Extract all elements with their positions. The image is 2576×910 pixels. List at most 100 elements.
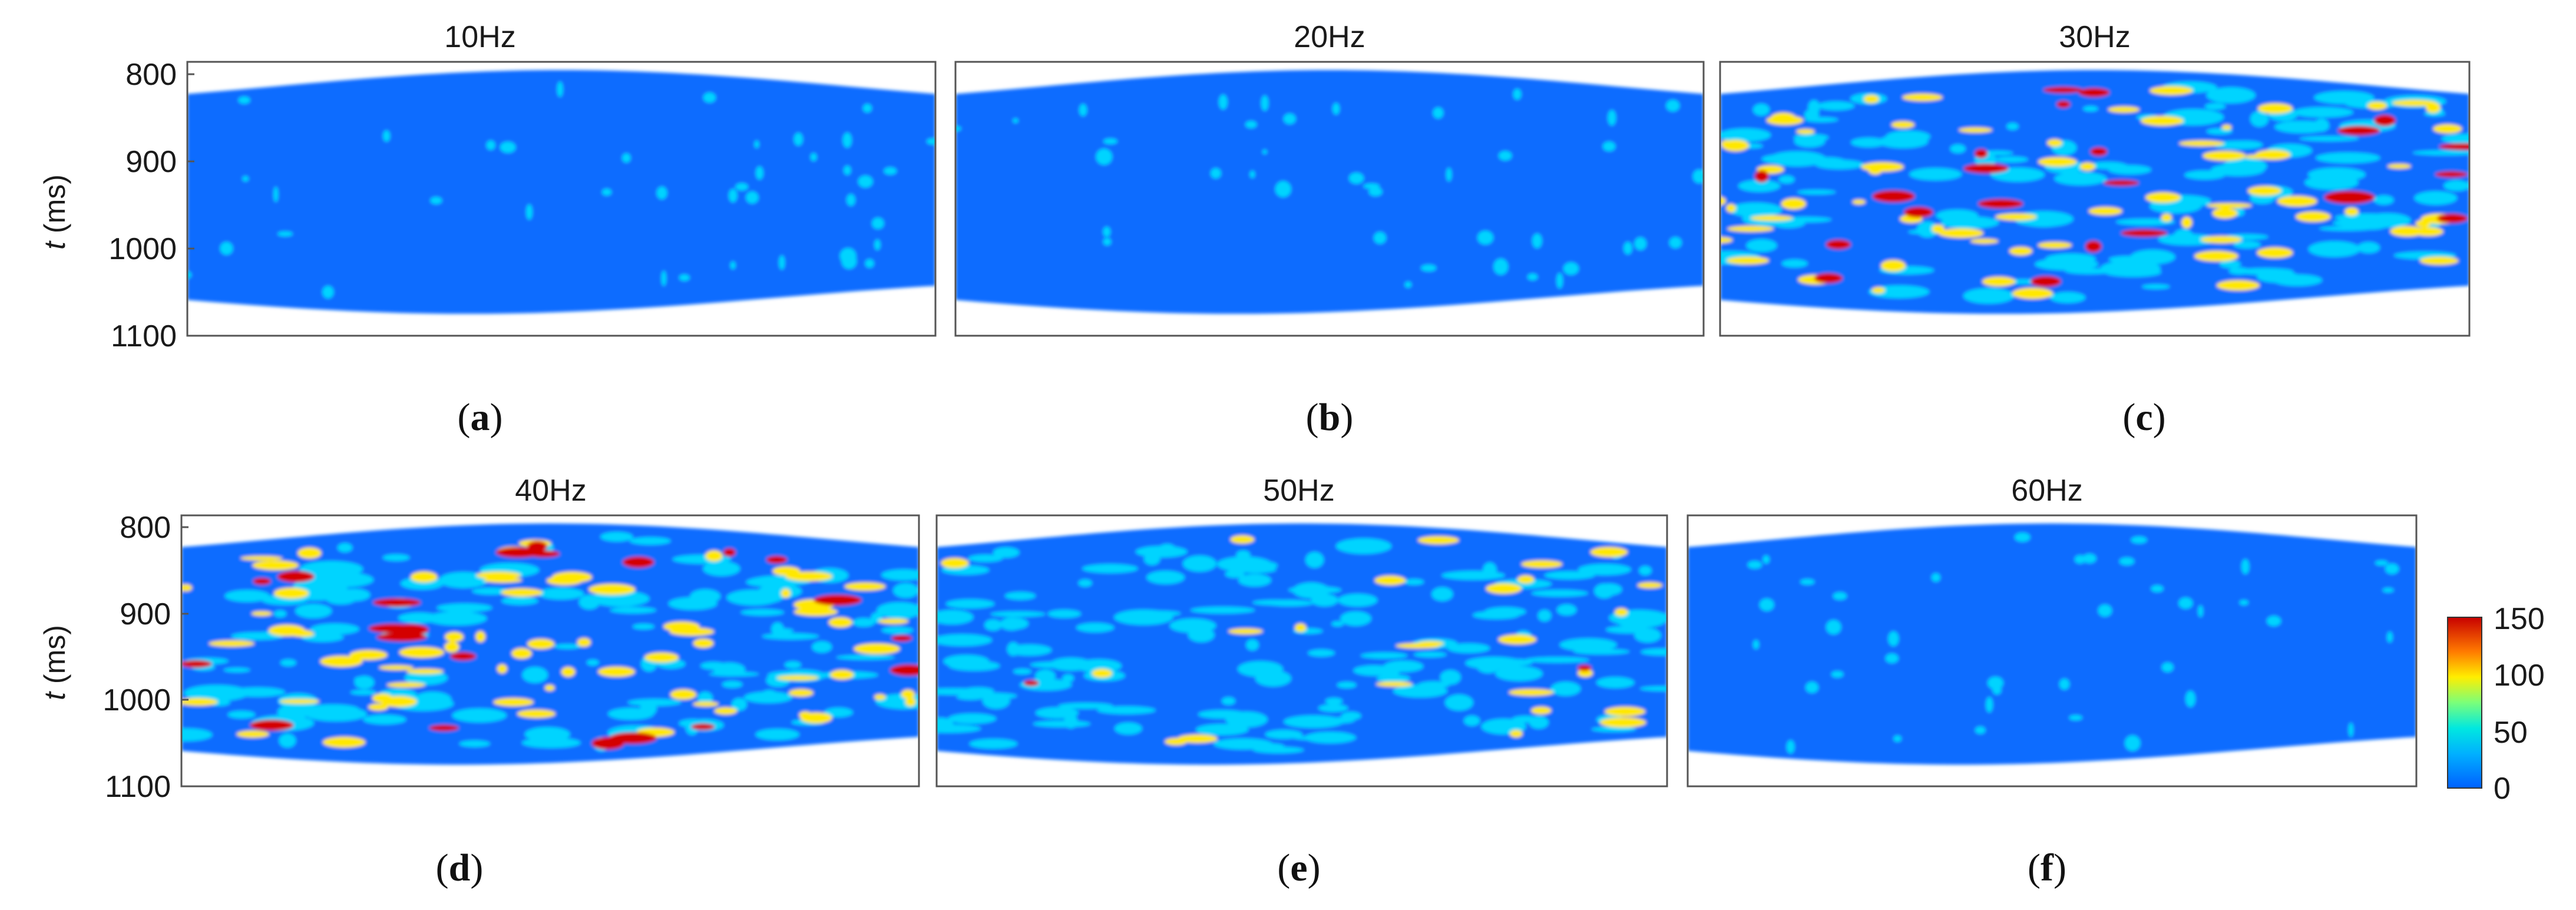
heatmap-streak-cyan: [1477, 230, 1494, 245]
heatmap-streak-yellow: [2047, 139, 2062, 147]
heatmap-streak-red: [891, 635, 912, 642]
heatmap-streak-yellow: [2257, 247, 2293, 259]
heatmap-streak-yellow: [511, 648, 532, 659]
heatmap-streak-cyan: [1531, 590, 1588, 597]
heatmap-streak-cyan: [1304, 732, 1356, 744]
heatmap-streak-cyan: [2059, 679, 2070, 690]
heatmap-streak-cyan: [1940, 216, 1999, 229]
heatmap-streak-cyan: [590, 590, 650, 607]
heatmap-streak-cyan: [893, 583, 919, 598]
heatmap-streak-cyan: [1805, 681, 1819, 693]
heatmap-streak-yellow: [781, 588, 791, 598]
heatmap-streak-yellow: [1092, 669, 1113, 678]
heatmap-streak-yellow: [789, 689, 814, 697]
colorbar-frame: [2447, 617, 2482, 789]
heatmap-streak-cyan: [1283, 113, 1296, 124]
heatmap-streak-yellow: [1177, 734, 1218, 743]
heatmap-streak-yellow: [552, 571, 592, 583]
panel-title-e: 50Hz: [1263, 474, 1334, 508]
heatmap-streak-yellow: [1615, 608, 1628, 617]
heatmap-streak-cyan: [1747, 561, 1762, 569]
heatmap-streak-cyan: [2098, 604, 2112, 617]
heatmap-streak-cyan: [1246, 639, 1259, 651]
heatmap-streak-red: [1578, 664, 1592, 671]
heatmap-streak-cyan: [656, 186, 667, 200]
heatmap-streak-yellow: [1726, 204, 1736, 213]
heatmap-streak-yellow: [445, 631, 464, 642]
heatmap-streak-cyan: [295, 604, 332, 618]
heatmap-streak-yellow: [2141, 115, 2184, 126]
y-tick-label-1000-d: 1000: [102, 683, 171, 717]
heatmap-streak-cyan: [1447, 643, 1490, 653]
heatmap-streak-cyan: [500, 141, 516, 153]
heatmap-streak-cyan: [784, 661, 802, 669]
heatmap-streak-cyan: [1608, 110, 1616, 126]
heatmap-streak-yellow: [2420, 256, 2459, 265]
heatmap-streak-cyan: [2185, 690, 2195, 707]
y-tick-label-1100-d: 1100: [105, 770, 171, 804]
axes-frame-a: [186, 61, 937, 337]
heatmap-streak-cyan: [1596, 677, 1635, 689]
heatmap-streak-cyan: [1353, 665, 1394, 676]
heatmap-streak-cyan: [2074, 555, 2086, 564]
heatmap-streak-cyan: [1563, 262, 1579, 275]
panel-f: 60Hz (f): [1687, 474, 2418, 889]
heatmap-streak-cyan: [1245, 121, 1257, 128]
heatmap-streak-yellow: [1722, 140, 1749, 151]
colorbar-tick-50: 50: [2494, 716, 2528, 750]
heatmap-streak-cyan: [884, 167, 897, 175]
heatmap-streak-cyan: [1421, 264, 1437, 272]
heatmap-streak-yellow: [1578, 669, 1593, 677]
heatmap-streak-yellow: [2392, 100, 2436, 107]
heatmap-streak-cyan: [2178, 597, 2193, 609]
heatmap-streak-cyan: [2274, 120, 2330, 134]
heatmap-streak-red: [250, 720, 294, 731]
heatmap-streak-yellow: [874, 694, 886, 700]
colorbar-tick-0: 0: [2494, 772, 2511, 806]
heatmap-streak-cyan: [810, 153, 817, 161]
heatmap-streak-cyan: [2174, 201, 2210, 207]
panel-title-a: 10Hz: [444, 20, 515, 54]
heatmap-streak-yellow: [2181, 217, 2193, 229]
heatmap-streak-yellow: [209, 640, 254, 647]
heatmap-streak-yellow: [1509, 689, 1554, 696]
heatmap-streak-cyan: [526, 204, 533, 220]
heatmap-streak-yellow: [2179, 140, 2224, 147]
heatmap-streak-cyan: [1318, 704, 1348, 712]
heatmap-streak-cyan: [2423, 111, 2446, 117]
heatmap-streak-yellow: [501, 588, 543, 597]
heatmap-streak-cyan: [1078, 579, 1092, 587]
heatmap-streak-cyan: [1666, 100, 1680, 112]
heatmap-streak-cyan: [1762, 555, 1770, 564]
heatmap-streak-cyan: [1988, 676, 2003, 690]
heatmap-streak-cyan: [2357, 241, 2380, 253]
heatmap-streak-cyan: [1413, 651, 1447, 658]
heatmap-streak-cyan: [1537, 610, 1552, 622]
heatmap-streak-yellow: [283, 629, 312, 636]
heatmap-streak-yellow: [2203, 151, 2246, 161]
heatmap-streak-yellow: [252, 560, 299, 571]
heatmap-streak-cyan: [969, 739, 1018, 749]
heatmap-streak-yellow: [1295, 623, 1307, 632]
y-axis-label-bottom: t (ms): [38, 625, 71, 700]
heatmap-streak-cyan: [1013, 669, 1032, 674]
heatmap-streak-yellow: [2009, 247, 2032, 256]
heatmap-streak-yellow: [2161, 214, 2172, 221]
heatmap-streak-cyan: [280, 659, 296, 667]
heatmap-streak-cyan: [1778, 175, 1795, 184]
heatmap-streak-cyan: [382, 554, 410, 561]
heatmap-streak-cyan: [755, 729, 800, 740]
heatmap-streak-red: [890, 664, 919, 676]
heatmap-streak-yellow: [1995, 213, 2037, 221]
heatmap-streak-cyan: [2204, 102, 2226, 110]
heatmap-streak-cyan: [1033, 720, 1091, 727]
heatmap-streak-cyan: [578, 594, 600, 610]
heatmap-streak-cyan: [943, 654, 990, 669]
heatmap-streak-cyan: [1363, 183, 1380, 189]
heatmap-streak-cyan: [1337, 681, 1357, 689]
heatmap-streak-yellow: [1970, 239, 1999, 244]
heatmap-streak-yellow: [544, 684, 555, 691]
heatmap-streak-cyan: [1759, 598, 1774, 611]
heatmap-streak-cyan: [1641, 648, 1667, 656]
heatmap-streak-cyan: [731, 697, 747, 711]
